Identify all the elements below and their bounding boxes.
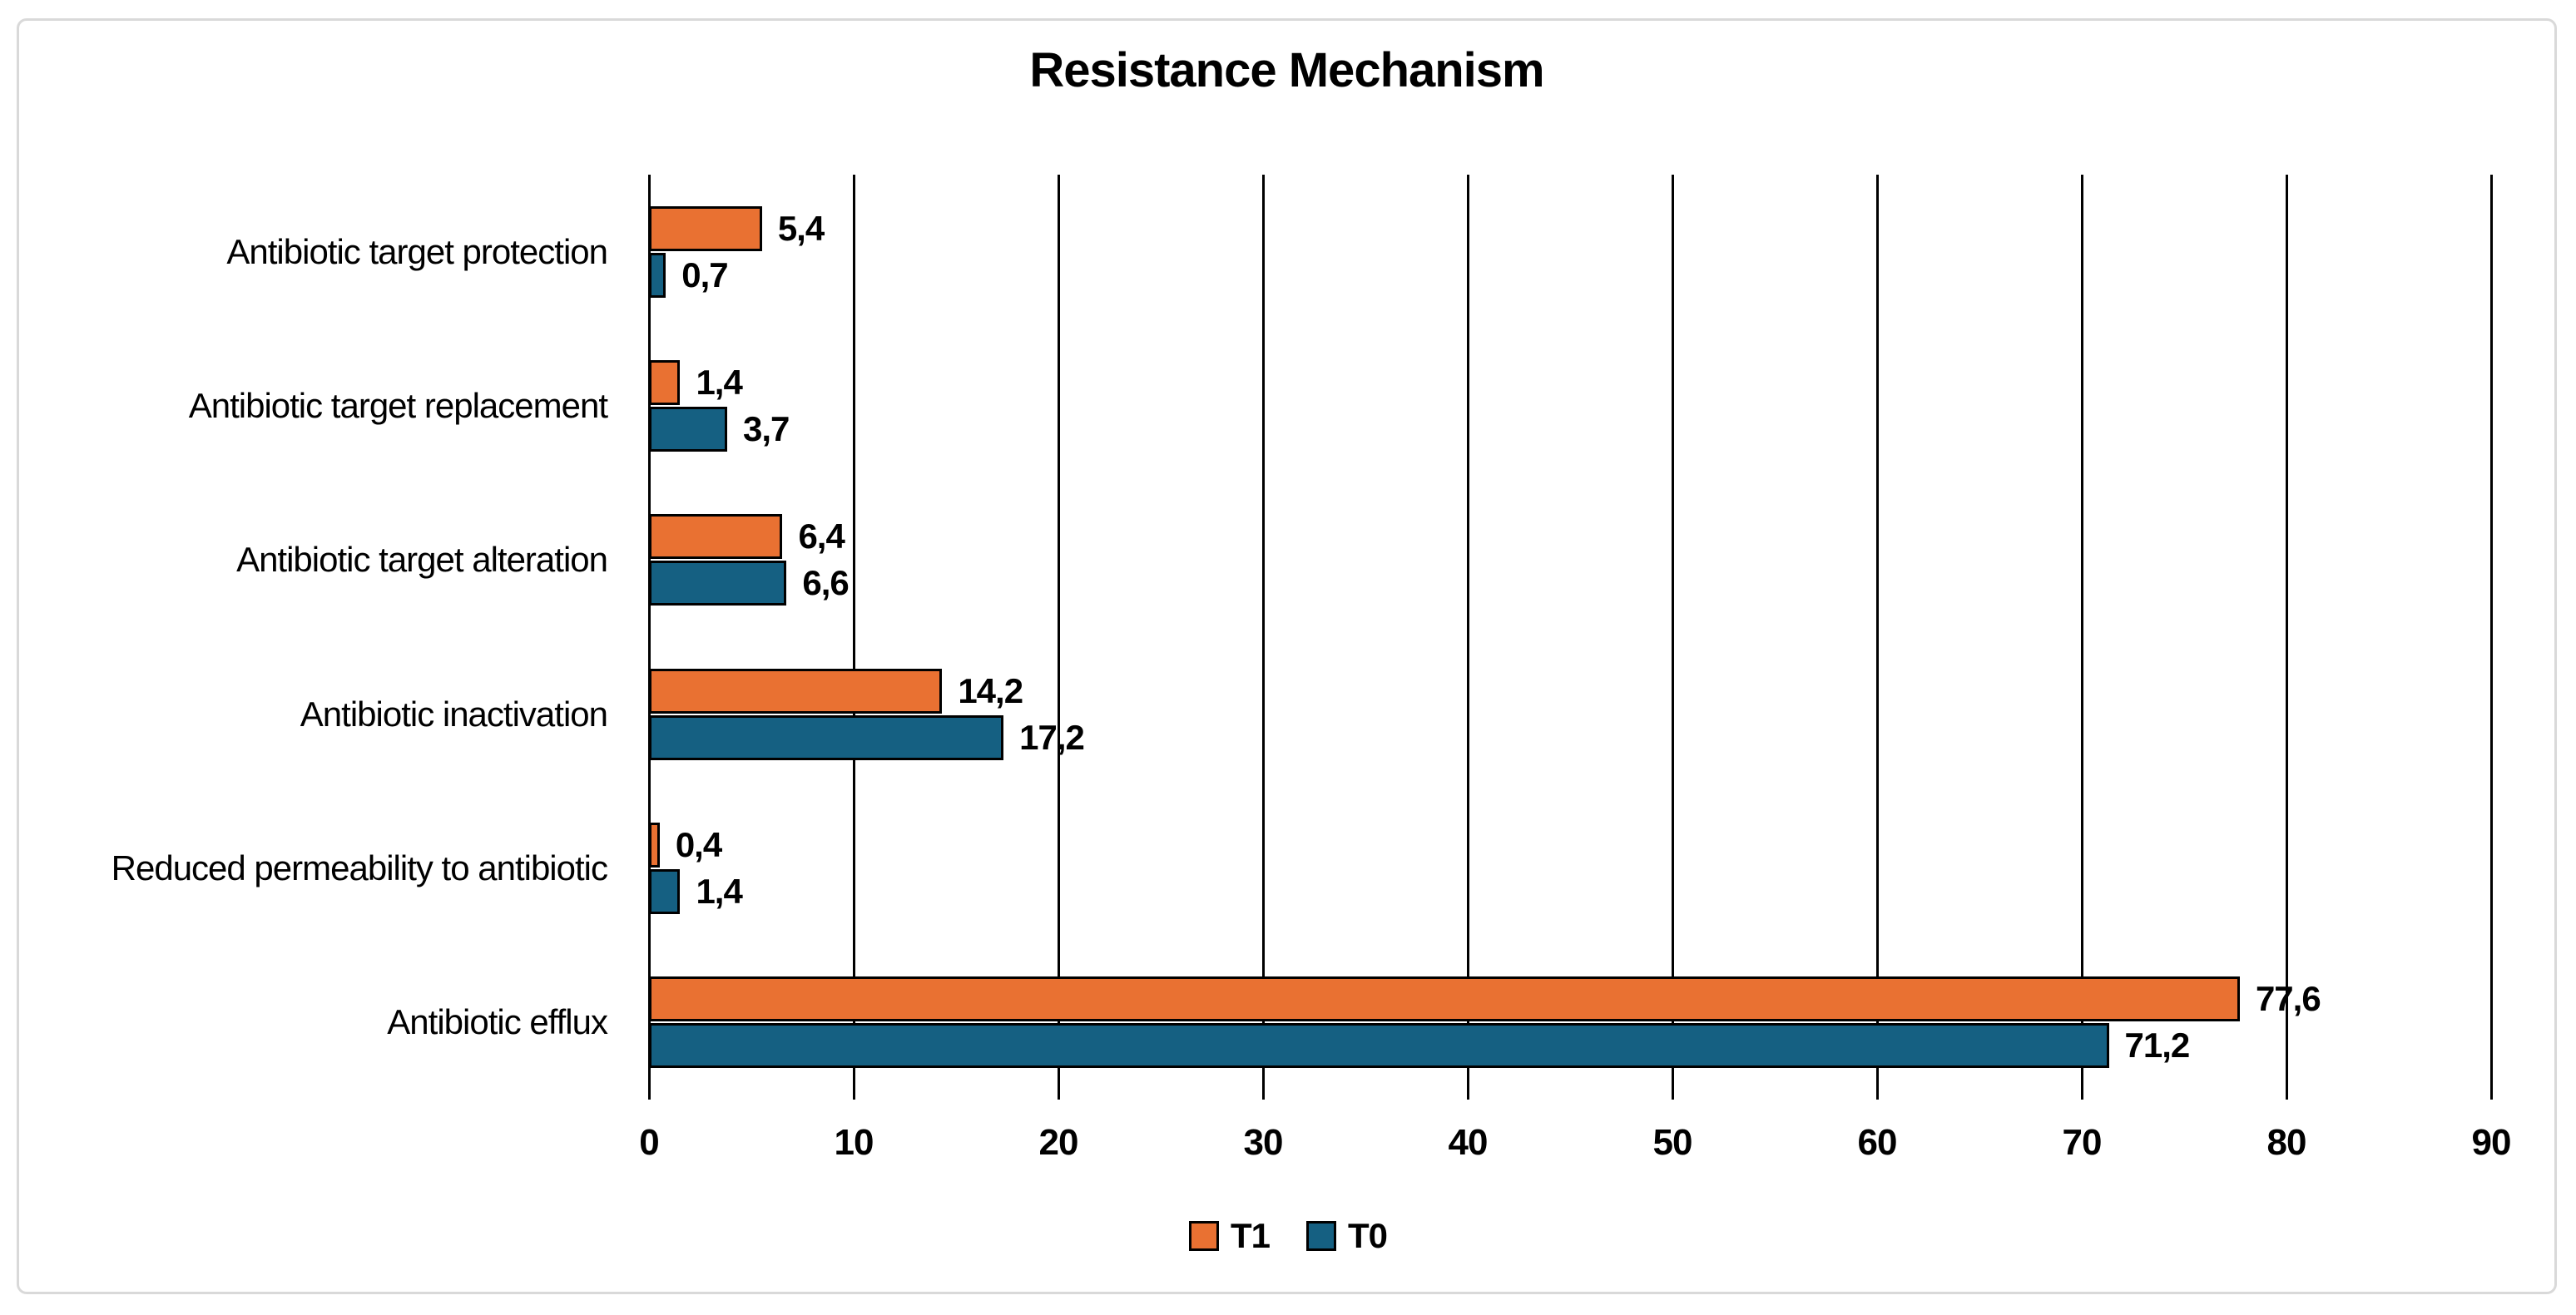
x-tick-label-70: 70 (2062, 1122, 2103, 1163)
category-label: Antibiotic target replacement (188, 386, 608, 425)
category-label: Reduced permeability to antibiotic (111, 848, 608, 887)
bar-t1 (649, 205, 762, 251)
category-label: Antibiotic inactivation (300, 694, 608, 734)
bar-value-label-t0: 71,2 (2124, 1026, 2191, 1065)
bar-value-label-t0: 17,2 (1019, 717, 1085, 757)
gridline-10 (852, 175, 855, 1100)
chart-title: Resistance Mechanism (1029, 43, 1544, 97)
x-tick-label-20: 20 (1038, 1122, 1079, 1163)
x-tick-label-60: 60 (1857, 1122, 1898, 1163)
gridline-40 (1466, 175, 1469, 1100)
x-tick-label-90: 90 (2471, 1122, 2512, 1163)
legend-swatch-t0 (1306, 1221, 1336, 1251)
gridline-50 (1671, 175, 1674, 1100)
bar-value-label-t1: 6,4 (798, 517, 845, 556)
x-tick-label-50: 50 (1652, 1122, 1693, 1163)
bar-t0 (649, 252, 666, 298)
bar-t0 (649, 561, 787, 606)
gridline-90 (2489, 175, 2493, 1100)
bar-value-label-t1: 5,4 (777, 208, 825, 248)
category-label: Antibiotic efflux (387, 1002, 608, 1042)
x-tick-label-40: 40 (1448, 1122, 1489, 1163)
legend-item-t1: T1 (1188, 1216, 1271, 1255)
bar-t1 (649, 668, 943, 714)
bar-t1 (649, 976, 2240, 1022)
category-label: Antibiotic target protection (226, 231, 608, 271)
legend: T1 T0 (0, 1211, 2576, 1261)
gridline-20 (1057, 175, 1060, 1100)
bar-value-label-t1: 14,2 (958, 670, 1023, 710)
bar-t1 (649, 823, 660, 868)
bar-value-label-t1: 0,4 (675, 825, 722, 864)
bar-t0 (649, 714, 1004, 760)
category-label: Antibiotic target alteration (236, 540, 608, 580)
bar-value-label-t0: 1,4 (696, 872, 742, 911)
legend-swatch-t1 (1188, 1221, 1219, 1251)
x-tick-label-80: 80 (2266, 1122, 2307, 1163)
gridline-70 (2080, 175, 2083, 1100)
gridline-80 (2285, 175, 2288, 1100)
bar-t0 (649, 1023, 2109, 1069)
plot-area: 5,4 0,7 1,4 3,7 6,4 6,6 14,2 17,2 0,4 1,4 77,6 71,2 (648, 175, 2493, 1100)
bar-value-label-t0: 3,7 (743, 409, 790, 448)
x-tick-label-0: 0 (639, 1122, 659, 1163)
chart-frame (17, 18, 2557, 1294)
legend-item-t0: T0 (1306, 1216, 1388, 1255)
x-tick-label-10: 10 (834, 1122, 874, 1163)
bar-t0 (649, 407, 728, 452)
x-tick-label-30: 30 (1243, 1122, 1284, 1163)
gridline-60 (1875, 175, 1879, 1100)
bar-t0 (649, 869, 681, 914)
category-axis-line (648, 175, 651, 1100)
gridline-30 (1261, 175, 1265, 1100)
bar-value-label-t1: 1,4 (696, 363, 742, 402)
bar-value-label-t1: 77,6 (2255, 979, 2321, 1019)
legend-label-t0: T0 (1348, 1216, 1388, 1255)
bar-t1 (649, 514, 783, 560)
legend-label-t1: T1 (1230, 1216, 1271, 1255)
bar-t1 (649, 360, 681, 405)
bar-value-label-t0: 0,7 (681, 255, 728, 294)
bar-value-label-t0: 6,6 (802, 563, 849, 603)
